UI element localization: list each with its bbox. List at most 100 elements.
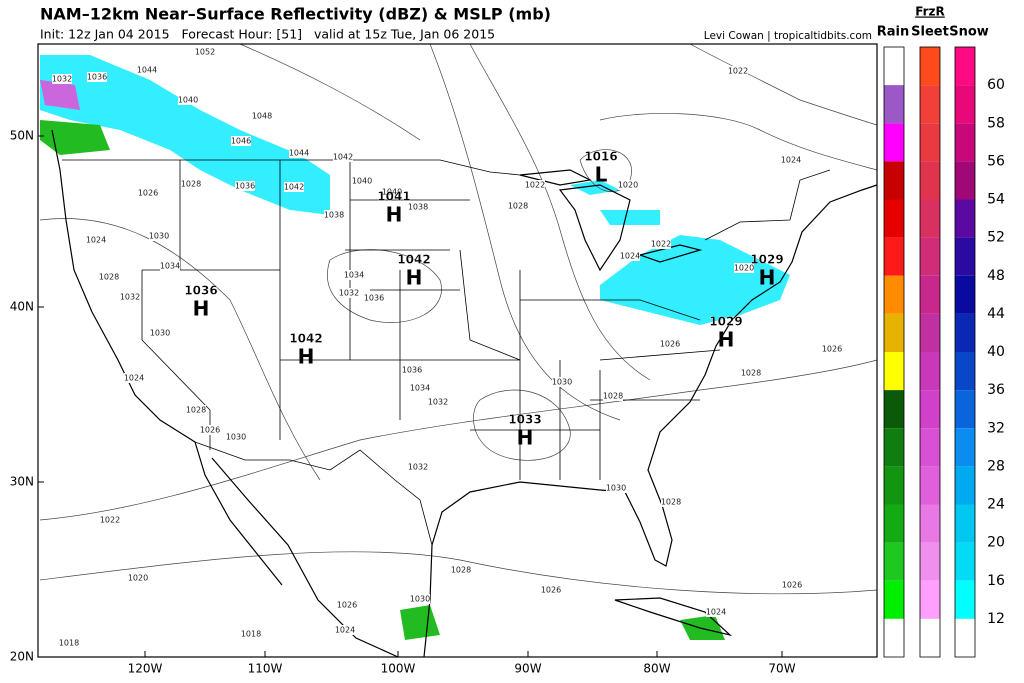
colorbar-header: Rain: [877, 25, 910, 40]
isobar-label: 1030: [226, 433, 246, 442]
isobar-label-bg: [86, 235, 106, 245]
isobar-label: 1028: [186, 406, 206, 415]
isobar-label-bg: [149, 231, 169, 241]
isobar-label: 1034: [344, 271, 364, 280]
isobar-label-bg: [822, 344, 842, 354]
isobar-label: 1020: [734, 264, 754, 273]
isobar: [39, 359, 878, 521]
isobar-label-bg: [408, 462, 428, 472]
colorbar-label: 28: [987, 458, 1005, 474]
isobar-label-bg: [603, 391, 623, 401]
colorbar-frame: [954, 46, 976, 658]
isobar-label: 1044: [137, 66, 157, 75]
isobar-label-bg: [200, 425, 220, 435]
colorbar-cell: [884, 313, 904, 352]
colorbar-cell: [920, 47, 940, 86]
isobar-label-bg: [410, 594, 430, 604]
isobar-label: 1028: [451, 566, 471, 575]
isobar-label: 1052: [195, 48, 215, 57]
isobar-label-bg: [128, 573, 148, 583]
colorbar-cell: [884, 618, 904, 657]
isobar-label: 1032: [52, 75, 72, 84]
isobar-label: 1026: [337, 601, 357, 610]
isobar: [239, 43, 421, 141]
colorbar-cell: [884, 580, 904, 619]
isobar-label: 1032: [428, 398, 448, 407]
isobar-label: 1042: [284, 183, 304, 192]
isobar-label-bg: [344, 270, 364, 280]
isobar-label: 1038: [324, 211, 344, 220]
colorbar-cell: [955, 123, 975, 162]
lon-label: 120W: [128, 662, 163, 676]
colorbar-cell: [884, 123, 904, 162]
map-frame: [37, 43, 878, 658]
isobar-label-bg: [408, 202, 428, 212]
rain-area: [40, 120, 110, 155]
isobar-label-bg: [620, 251, 640, 261]
isobar-label-bg: [525, 180, 545, 190]
title: NAM–12km Near–Surface Reflectivity (dBZ)…: [40, 5, 551, 24]
isobar-label: 1026: [822, 345, 842, 354]
colorbar-cell: [920, 428, 940, 467]
isobar-label-bg: [160, 261, 180, 271]
isobar-label: 1028: [661, 498, 681, 507]
isobar-label: 1030: [150, 329, 170, 338]
colorbar-cell: [955, 466, 975, 505]
colorbar-header: FrzR: [915, 5, 945, 19]
isobar-label-bg: [352, 176, 372, 186]
pressure-value: 1042: [397, 253, 430, 267]
isobar-label-bg: [231, 136, 251, 146]
isobar-label-bg: [339, 288, 359, 298]
isobar-label: 1022: [525, 181, 545, 190]
colorbar-frame: [883, 46, 905, 658]
isobar-label: 1030: [410, 595, 430, 604]
coastline: [51, 129, 283, 586]
isobar-label: 1028: [741, 369, 761, 378]
colorbar-label: 36: [987, 382, 1005, 398]
isobar-label: 1032: [120, 293, 140, 302]
colorbar-cell: [955, 352, 975, 391]
isobar-label-bg: [728, 66, 748, 76]
isobar-label-bg: [364, 293, 384, 303]
pressure-value: 1033: [508, 413, 541, 427]
colorbar-header: Sleet: [911, 25, 949, 40]
colorbar-cell: [955, 580, 975, 619]
great-lakes: [558, 184, 631, 272]
colorbar-cell: [955, 618, 975, 657]
isobar-label: 1036: [402, 366, 422, 375]
isobar-label: 1022: [651, 240, 671, 249]
isobar-label-bg: [195, 47, 215, 57]
isobar-label: 1030: [606, 484, 626, 493]
isobar-label-bg: [541, 585, 561, 595]
colorbar-label: 56: [987, 153, 1005, 169]
colorbar-label: 16: [987, 573, 1005, 589]
isobar-label-bg: [226, 432, 246, 442]
colorbar-cell: [920, 85, 940, 124]
isobar-label: 1024: [124, 374, 144, 383]
isobar-label: 1028: [181, 180, 201, 189]
colorbar-cell: [955, 428, 975, 467]
isobar-label: 1030: [149, 232, 169, 241]
isobar-label-bg: [402, 365, 422, 375]
colorbar-cell: [920, 580, 940, 619]
isobar-label: 1024: [86, 236, 106, 245]
coastline: [211, 457, 399, 658]
isobar-label: 1024: [620, 252, 640, 261]
isobar-label-bg: [410, 383, 430, 393]
isobar-label: 1024: [335, 626, 355, 635]
isobar-label: 1040: [382, 188, 402, 197]
isobar-label-bg: [178, 95, 198, 105]
isobars: [39, 43, 878, 595]
isobar-label: 1048: [252, 112, 272, 121]
isobar-label-bg: [741, 368, 761, 378]
colorbar-cell: [955, 542, 975, 581]
isobar: [39, 218, 321, 481]
isobar: [469, 43, 651, 381]
colorbar-cell: [920, 618, 940, 657]
isobar-label-bg: [782, 580, 802, 590]
colorbar-label: 44: [987, 306, 1005, 322]
run-info: Init: 12z Jan 04 2015 Forecast Hour: [51…: [40, 27, 495, 42]
lon-label: 100W: [381, 662, 416, 676]
colorbar-cell: [884, 466, 904, 505]
